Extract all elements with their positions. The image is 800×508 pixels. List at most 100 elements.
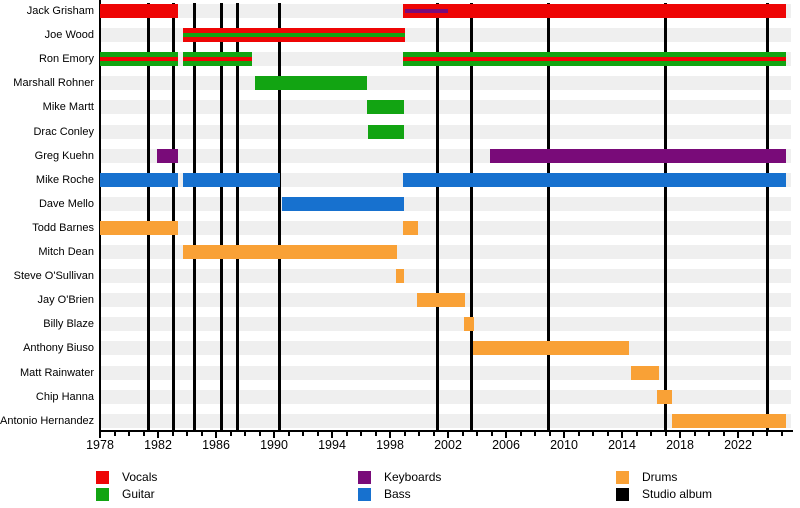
timeline-row-band (101, 317, 791, 332)
member-name-label: Greg Kuehn (34, 149, 94, 162)
axis-tick (418, 432, 420, 436)
studio-album-marker-line (171, 3, 175, 430)
axis-tick (186, 432, 188, 436)
legend-swatch-keyboards (358, 471, 371, 484)
axis-tick (287, 432, 290, 436)
timeline-bar-bass (281, 196, 405, 211)
axis-tick (403, 432, 406, 436)
timeline-row-band (101, 413, 791, 428)
studio-album-marker-line (546, 3, 550, 430)
axis-year-label: 2010 (550, 438, 578, 452)
member-name-label: Dave Mello (38, 197, 94, 210)
axis-tick (200, 432, 203, 436)
member-name-label: Billy Blaze (43, 318, 94, 331)
axis-tick (389, 432, 391, 438)
axis-tick (519, 432, 522, 436)
timeline-bar-drums (403, 220, 418, 235)
timeline-bar-guitar (367, 124, 405, 139)
studio-album-marker-line (147, 3, 151, 430)
timeline-bar-guitar (366, 100, 405, 115)
timeline-bar-stripe-guitar (183, 33, 405, 38)
axis-year-label: 1978 (86, 438, 114, 452)
timeline-bar-drums (395, 269, 405, 284)
timeline-row-band (101, 389, 791, 404)
axis-tick (113, 432, 116, 436)
axis-tick (99, 432, 101, 438)
member-name-label: Mitch Dean (38, 246, 94, 258)
axis-tick (273, 432, 275, 438)
axis-tick (548, 432, 551, 436)
timeline-bar-stripe-keyboards (404, 9, 448, 13)
timeline-bar-drums (656, 389, 673, 404)
studio-album-marker-line (664, 3, 667, 430)
studio-album-marker-line (469, 3, 473, 430)
axis-tick (751, 432, 754, 436)
timeline-bar-vocals (100, 4, 179, 18)
axis-tick (258, 432, 261, 436)
legend-swatch-bass (358, 488, 371, 501)
member-name-label: Anthony Biuso (23, 342, 94, 355)
axis-tick (316, 432, 319, 436)
member-name-label: Chip Hanna (35, 390, 94, 403)
timeline-bar-bass (403, 172, 786, 187)
axis-year-label: 2002 (434, 438, 462, 452)
timeline-bar-drums (672, 413, 786, 428)
axis-year-label: 2022 (724, 438, 752, 452)
legend-label-drums: Drums (642, 470, 678, 484)
legend-label-album: Studio album (642, 487, 713, 501)
axis-tick (374, 432, 377, 436)
member-name-label: Ron Emory (38, 53, 94, 66)
member-name-label: Jack Grisham (26, 5, 94, 17)
axis-tick (447, 432, 449, 438)
legend-label-guitar: Guitar (122, 487, 155, 501)
axis-tick (621, 432, 623, 438)
timeline-bar-stripe-vocals (100, 57, 179, 62)
axis-tick (331, 432, 333, 438)
axis-tick (244, 432, 246, 436)
axis-tick (142, 432, 145, 436)
timeline-row-band (101, 124, 791, 139)
axis-tick (780, 432, 783, 436)
axis-year-label: 1990 (260, 438, 288, 452)
legend-swatch-album (616, 488, 629, 501)
axis-tick (461, 432, 464, 436)
axis-tick (360, 432, 362, 436)
axis-tick (345, 432, 348, 436)
legend-label-keyboards: Keyboards (384, 470, 442, 484)
axis-tick (505, 432, 507, 438)
axis-tick (693, 432, 696, 436)
plot-frame (99, 0, 793, 432)
studio-album-marker-line (220, 3, 224, 430)
timeline-bar-drums (463, 317, 475, 332)
axis-year-label: 2014 (608, 438, 636, 452)
timeline-bar-bass (183, 172, 280, 187)
axis-tick (606, 432, 609, 436)
axis-year-label: 2018 (666, 438, 694, 452)
member-name-label: Todd Barnes (32, 221, 94, 234)
timeline-row-band (101, 269, 791, 284)
member-name-label: Drac Conley (33, 125, 94, 138)
timeline-bar-drums (630, 365, 659, 380)
timeline-bar-guitar (255, 76, 367, 91)
timeline-bar-bass (100, 172, 179, 187)
axis-tick (577, 432, 580, 436)
studio-album-marker-line (278, 3, 282, 430)
studio-album-marker-line (436, 3, 440, 430)
axis-year-label: 2006 (492, 438, 520, 452)
timeline-bar-drums (473, 341, 630, 356)
axis-tick (722, 432, 725, 436)
member-name-label: Antonio Hernandez (0, 414, 95, 427)
studio-album-marker-line (765, 3, 769, 430)
axis-tick (432, 432, 435, 436)
axis-year-label: 1982 (144, 438, 172, 452)
member-name-label: Mike Roche (35, 173, 94, 186)
timeline-row-band (101, 196, 791, 211)
legend-swatch-guitar (96, 488, 109, 501)
legend-swatch-drums (616, 471, 629, 484)
member-name-label: Mike Martt (42, 101, 94, 114)
timeline-bar-vocals (403, 4, 786, 18)
axis-tick (157, 432, 159, 438)
axis-tick (534, 432, 536, 436)
axis-tick (171, 432, 174, 436)
